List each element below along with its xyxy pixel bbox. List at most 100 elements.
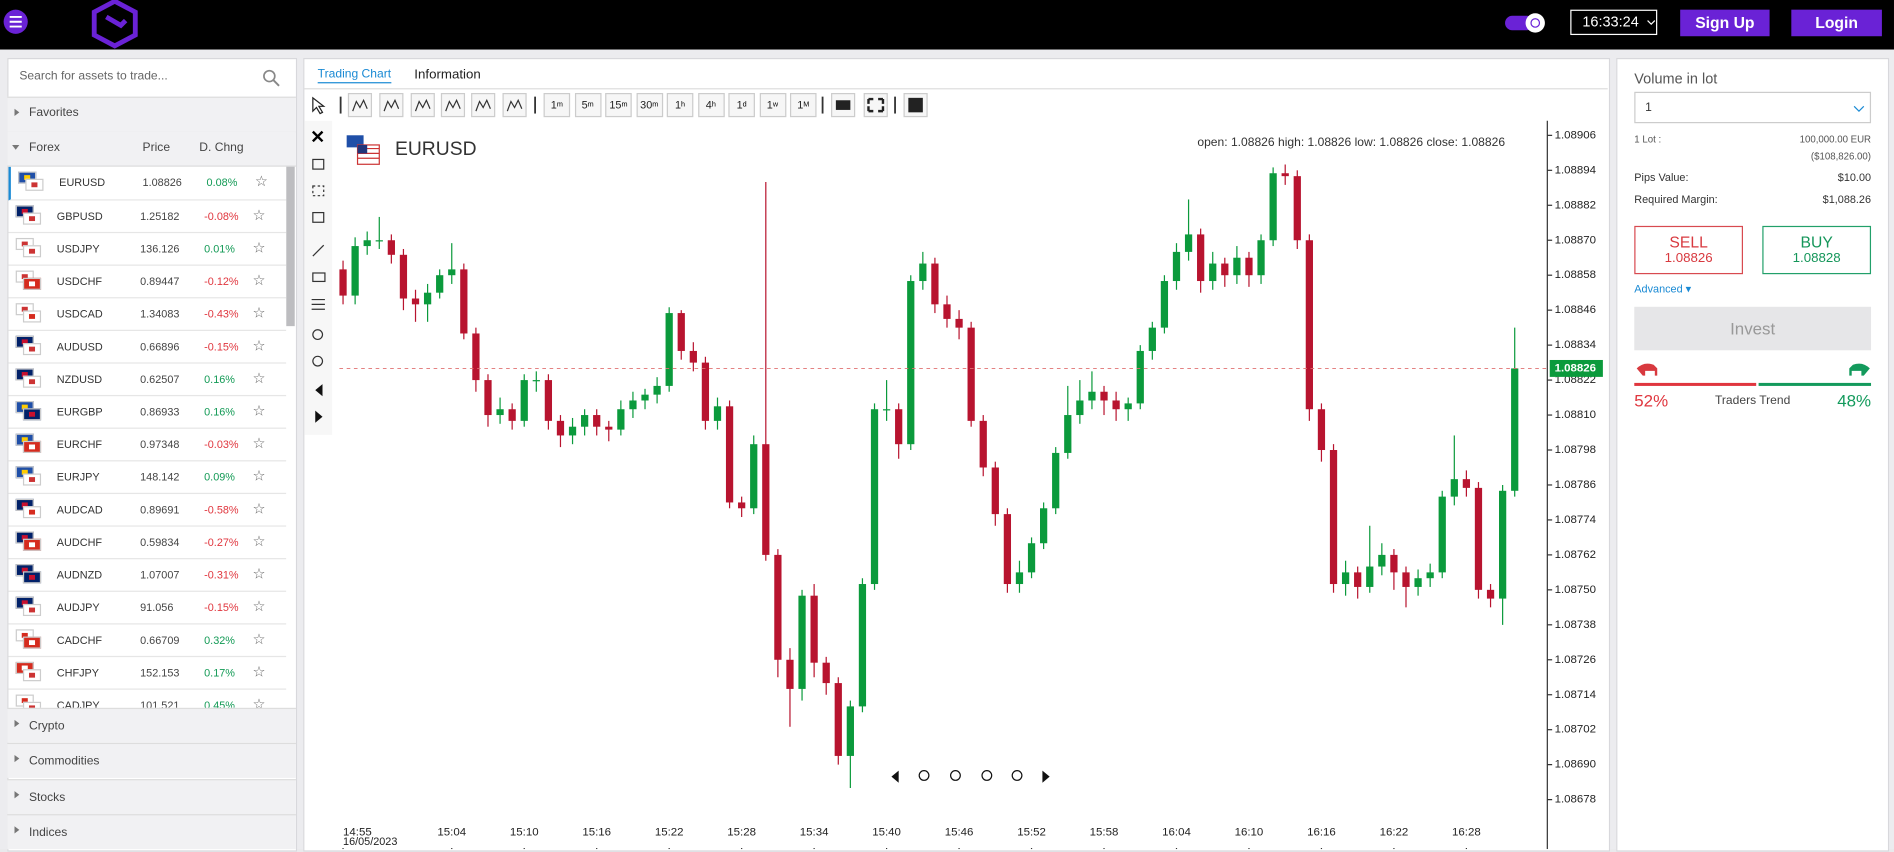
scrollbar[interactable] [286, 166, 295, 327]
tool-button[interactable] [440, 93, 466, 118]
group-header[interactable] [7, 131, 296, 167]
asset-row[interactable]: USDCHF 0.89447 -0.12% ☆ [8, 266, 287, 299]
favorite-star[interactable]: ☆ [252, 565, 266, 583]
flag-detail [21, 502, 28, 508]
login-button[interactable]: Login [1791, 9, 1882, 37]
favorite-star[interactable]: ☆ [252, 206, 266, 224]
asset-row[interactable]: CHFJPY 152.153 0.17% ☆ [8, 657, 287, 690]
favorite-star[interactable]: ☆ [252, 663, 266, 681]
signup-button[interactable]: Sign Up [1680, 9, 1770, 37]
tool-button[interactable] [502, 93, 527, 118]
search-icon[interactable] [263, 69, 276, 83]
favorite-star[interactable]: ☆ [252, 402, 266, 420]
flag-detail [28, 574, 36, 580]
favorite-star[interactable]: ☆ [252, 630, 266, 648]
favorite-star[interactable]: ☆ [252, 239, 266, 257]
sell-button[interactable]: SELL 1.08826 [1634, 225, 1743, 275]
y-tick-label: 1.08810 [1555, 409, 1596, 421]
tool-icon[interactable] [312, 355, 324, 367]
favorite-star[interactable]: ☆ [252, 271, 266, 289]
favorite-star[interactable]: ☆ [252, 434, 266, 452]
favorite-star[interactable]: ☆ [252, 337, 266, 354]
asset-row[interactable]: AUDNZD 1.07007 -0.31% ☆ [8, 559, 287, 592]
favorite-star[interactable]: ☆ [252, 532, 266, 550]
y-tick-label: 1.08690 [1555, 759, 1596, 771]
timeframe-button[interactable]: 30 m [635, 93, 663, 118]
search-input[interactable]: Search for assets to trade... [19, 70, 168, 84]
tool-icon[interactable] [312, 244, 325, 257]
group-row[interactable]: Indices [7, 813, 296, 850]
timeframe-button[interactable]: 15 m [605, 93, 632, 118]
tool-button[interactable] [379, 93, 404, 118]
asset-row[interactable]: AUDJPY 91.056 -0.15% ☆ [8, 592, 287, 625]
tool-icon[interactable] [315, 410, 323, 423]
favorite-star[interactable]: ☆ [252, 369, 266, 387]
tool-icon[interactable] [315, 384, 323, 397]
favorite-star[interactable]: ☆ [252, 467, 266, 485]
asset-change: 0.09% [204, 471, 235, 484]
asset-row[interactable]: USDJPY 136.126 0.01% ☆ [8, 233, 287, 266]
favorite-star[interactable]: ☆ [252, 597, 266, 615]
asset-row[interactable]: CADJPY 101.521 0.45% ☆ [8, 690, 286, 708]
buy-button[interactable]: BUY 1.08828 [1762, 225, 1872, 275]
favorite-star[interactable]: ☆ [254, 172, 268, 190]
favorite-star[interactable]: ☆ [252, 500, 266, 517]
nav-icon[interactable] [891, 770, 1050, 783]
tool-icon[interactable] [312, 185, 325, 197]
favorite-star[interactable]: ☆ [252, 695, 266, 708]
flag [22, 277, 42, 290]
tool-button[interactable] [410, 93, 435, 118]
asset-row[interactable]: NZDUSD 0.62507 0.16% ☆ [8, 364, 287, 397]
tool-icon[interactable] [311, 298, 325, 310]
tool-button[interactable] [863, 93, 888, 118]
asset-change: -0.08% [204, 210, 239, 223]
candle-body [629, 400, 637, 410]
tool-icon[interactable] [312, 272, 326, 283]
trend-value: 48% [1837, 392, 1871, 411]
y-tick-label: 1.08714 [1555, 689, 1597, 701]
tool-icon[interactable] [312, 211, 325, 223]
y-tick-label: 1.08726 [1555, 654, 1596, 666]
asset-row[interactable]: EURJPY 148.142 0.09% ☆ [8, 461, 287, 495]
volume-select[interactable]: 1 [1634, 91, 1872, 124]
flag [22, 212, 42, 225]
asset-row[interactable]: GBPUSD 1.25182 -0.08% ☆ [8, 201, 287, 234]
group-row[interactable]: Crypto [7, 707, 296, 743]
group-row[interactable]: Commodities [7, 743, 296, 779]
buy-label: BUY [1800, 233, 1833, 252]
tool-icon[interactable] [311, 130, 324, 143]
tool-icon[interactable] [312, 329, 324, 341]
sell-price: 1.08826 [1664, 251, 1713, 266]
tool-button[interactable] [471, 93, 496, 118]
asset-row[interactable]: EURGBP 0.86933 0.16% ☆ [8, 396, 287, 429]
advanced-toggle[interactable]: Advanced ▾ [1634, 282, 1692, 295]
asset-row[interactable]: USDCAD 1.34083 -0.43% ☆ [8, 298, 287, 331]
asset-row[interactable]: EURUSD 1.08826 0.08% ☆ [8, 166, 287, 201]
y-tick-label: 1.08774 [1555, 514, 1597, 526]
flag-detail [28, 477, 36, 482]
tool-button[interactable] [347, 93, 373, 118]
asset-row[interactable]: CADCHF 0.66709 0.32% ☆ [8, 624, 287, 658]
timeframe-number: 1 [766, 99, 773, 112]
favorite-star[interactable]: ☆ [252, 304, 266, 322]
tab[interactable]: Information [414, 67, 481, 83]
clock[interactable]: 16:33:24 [1570, 9, 1658, 36]
asset-row[interactable]: AUDUSD 0.66896 -0.15% ☆ [8, 331, 287, 364]
asset-row[interactable]: EURCHF 0.97348 -0.03% ☆ [8, 429, 287, 462]
group-row[interactable]: Stocks [7, 778, 296, 814]
tool-icon[interactable] [312, 158, 325, 170]
tab-active[interactable]: Trading Chart [317, 68, 392, 84]
asset-row[interactable]: AUDCAD 0.89691 -0.58% ☆ [8, 494, 287, 527]
asset-price: 0.62507 [140, 373, 180, 386]
asset-row[interactable]: AUDCHF 0.59834 -0.27% ☆ [8, 527, 287, 560]
asset-price: 0.66709 [140, 634, 180, 647]
invest-button[interactable]: Invest [1634, 306, 1872, 351]
zoom-icons[interactable] [918, 770, 1023, 781]
